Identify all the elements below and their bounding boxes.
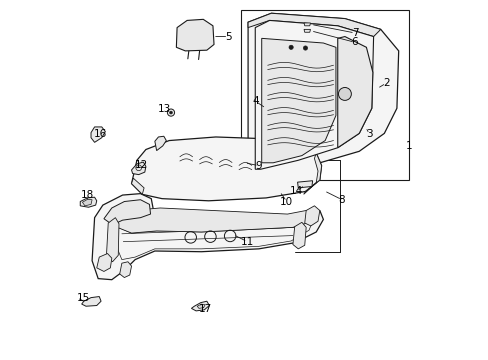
Text: 18: 18: [81, 190, 94, 200]
Circle shape: [338, 87, 351, 100]
Polygon shape: [261, 39, 335, 163]
Polygon shape: [92, 194, 323, 280]
Text: 7: 7: [351, 28, 358, 38]
Text: 9: 9: [255, 161, 262, 171]
Text: 14: 14: [289, 186, 303, 197]
Text: 11: 11: [240, 237, 253, 247]
Polygon shape: [131, 162, 145, 175]
Circle shape: [303, 46, 307, 50]
Polygon shape: [81, 297, 101, 306]
Polygon shape: [155, 136, 166, 150]
Polygon shape: [297, 181, 312, 188]
Text: 13: 13: [158, 104, 171, 114]
Polygon shape: [247, 13, 398, 176]
Polygon shape: [197, 304, 204, 309]
Polygon shape: [117, 221, 312, 260]
Text: 6: 6: [351, 37, 358, 47]
Circle shape: [169, 111, 172, 114]
Text: 4: 4: [251, 96, 258, 106]
Polygon shape: [337, 37, 372, 148]
Polygon shape: [304, 23, 310, 26]
Text: 5: 5: [224, 32, 231, 41]
Polygon shape: [292, 222, 305, 249]
Text: 15: 15: [77, 293, 90, 303]
Polygon shape: [80, 197, 97, 207]
Text: 1: 1: [405, 141, 411, 151]
Polygon shape: [304, 30, 310, 32]
Polygon shape: [97, 253, 112, 271]
Text: 12: 12: [134, 160, 147, 170]
Polygon shape: [120, 262, 131, 278]
Polygon shape: [91, 127, 105, 142]
Polygon shape: [255, 21, 373, 169]
Polygon shape: [131, 137, 321, 201]
Polygon shape: [104, 200, 150, 225]
Polygon shape: [247, 13, 380, 37]
Text: 17: 17: [199, 304, 212, 314]
Polygon shape: [82, 199, 92, 206]
Polygon shape: [131, 178, 144, 194]
Polygon shape: [191, 301, 209, 311]
Text: 8: 8: [338, 195, 345, 205]
Text: 2: 2: [382, 78, 388, 88]
Polygon shape: [117, 208, 316, 233]
Polygon shape: [303, 153, 321, 194]
Circle shape: [288, 45, 293, 49]
Polygon shape: [106, 218, 119, 262]
Text: 16: 16: [94, 129, 107, 139]
Circle shape: [167, 109, 174, 116]
Text: 10: 10: [280, 197, 293, 207]
Polygon shape: [176, 19, 214, 51]
Text: 3: 3: [365, 129, 372, 139]
Polygon shape: [304, 206, 319, 226]
